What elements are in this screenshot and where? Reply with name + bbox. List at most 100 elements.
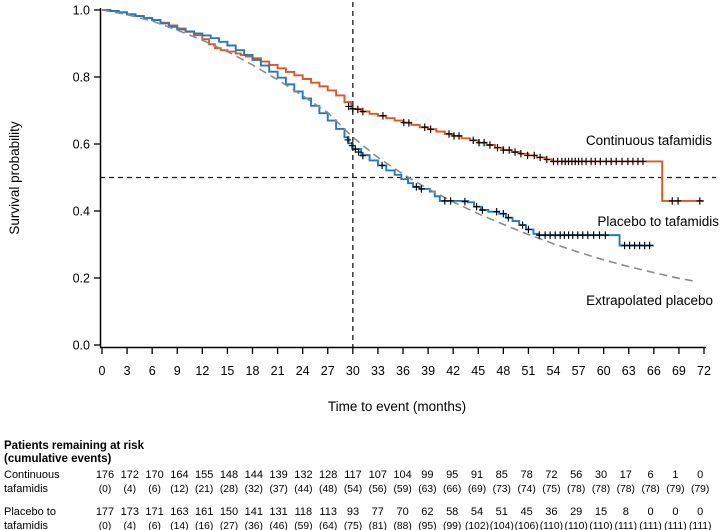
- cumulative-events-count: (21): [195, 484, 213, 495]
- x-tick-label: 21: [271, 364, 285, 378]
- curve-label-extrapolated-placebo: Extrapolated placebo: [586, 293, 713, 308]
- at-risk-count: 118: [295, 506, 313, 518]
- curve-label-placebo-to-tafamidis: Placebo to tafamidis: [597, 214, 719, 229]
- at-risk-count: 117: [344, 469, 362, 481]
- risk-row-continuous-label-line1: Continuous: [4, 469, 60, 481]
- cumulative-events-count: (32): [245, 484, 263, 495]
- cumulative-events-count: (75): [542, 484, 560, 495]
- censor-mark: [461, 197, 469, 206]
- censor-mark: [646, 241, 653, 250]
- censor-mark: [511, 148, 519, 156]
- at-risk-count: 164: [170, 469, 188, 481]
- cumulative-events-count: (4): [124, 521, 137, 530]
- censor-mark: [355, 148, 362, 156]
- censor-mark: [354, 105, 362, 114]
- x-tick-label: 45: [471, 364, 485, 378]
- cumulative-events-count: (27): [220, 521, 238, 530]
- cumulative-events-count: (66): [443, 484, 461, 495]
- x-tick-label: 6: [149, 364, 156, 378]
- at-risk-count: 78: [520, 469, 532, 481]
- cumulative-events-count: (54): [344, 484, 362, 495]
- at-risk-count: 54: [471, 506, 483, 518]
- censor-mark: [348, 141, 356, 150]
- at-risk-count: 8: [623, 506, 629, 518]
- x-tick-label: 9: [174, 364, 181, 378]
- at-risk-count: 170: [145, 469, 163, 481]
- y-tick-label: 1.0: [73, 3, 90, 17]
- censor-mark: [674, 197, 682, 205]
- at-risk-count: 17: [620, 469, 632, 481]
- y-tick-label: 0.2: [73, 271, 90, 285]
- censor-mark: [480, 138, 488, 147]
- y-tick-label: 0.6: [73, 137, 90, 151]
- cumulative-events-count: (78): [592, 484, 610, 495]
- y-axis-title: Survival probability: [7, 121, 22, 235]
- at-risk-count: 91: [471, 469, 483, 481]
- at-risk-count: 0: [648, 506, 654, 518]
- censor-mark: [696, 197, 704, 205]
- censor-mark: [479, 206, 486, 214]
- at-risk-count: 161: [195, 506, 213, 518]
- cumulative-events-count: (111): [639, 521, 662, 530]
- at-risk-count: 58: [446, 506, 458, 518]
- curve-continuous-tafamidis: [102, 9, 704, 202]
- censor-mark: [473, 202, 480, 211]
- censor-mark: [469, 136, 477, 145]
- censor-mark: [500, 209, 507, 218]
- at-risk-count: 6: [648, 469, 654, 481]
- at-risk-count: 51: [496, 506, 508, 518]
- x-tick-label: 3: [124, 364, 131, 378]
- at-risk-count: 132: [294, 469, 312, 481]
- censor-mark: [344, 136, 352, 144]
- censor-mark: [493, 207, 500, 216]
- risk-row-placebo-label-line1: Placebo to: [4, 506, 56, 518]
- censor-mark: [517, 150, 525, 158]
- cumulative-events-count: (110): [540, 521, 563, 530]
- x-tick-label: 48: [496, 364, 510, 378]
- at-risk-count: 113: [319, 506, 337, 518]
- cumulative-events-count: (78): [617, 484, 635, 495]
- risk-table-header-line1: Patients remaining at risk: [4, 440, 145, 452]
- x-tick-label: 0: [99, 364, 106, 378]
- censor-mark: [596, 231, 603, 239]
- cumulative-events-count: (48): [319, 484, 337, 495]
- censor-mark: [524, 151, 531, 160]
- censor-mark: [455, 132, 463, 140]
- at-risk-count: 155: [195, 469, 213, 481]
- cumulative-events-count: (36): [245, 521, 263, 530]
- x-tick-label: 63: [622, 364, 636, 378]
- at-risk-count: 173: [121, 506, 139, 518]
- censor-mark: [413, 183, 420, 191]
- cumulative-events-count: (102): [465, 521, 489, 530]
- cumulative-events-count: (95): [418, 521, 436, 530]
- risk-table-header-line2: (cumulative events): [4, 453, 112, 465]
- x-tick-label: 24: [296, 364, 310, 378]
- cumulative-events-count: (59): [294, 521, 312, 530]
- x-tick-label: 27: [321, 364, 335, 378]
- cumulative-events-count: (16): [195, 521, 213, 530]
- at-risk-count: 107: [369, 469, 387, 481]
- at-risk-count: 36: [545, 506, 557, 518]
- cumulative-events-count: (59): [393, 484, 411, 495]
- censor-mark: [668, 197, 676, 205]
- cumulative-events-count: (56): [369, 484, 387, 495]
- censor-mark: [618, 157, 626, 166]
- censor-marks: [344, 102, 704, 250]
- cumulative-events-count: (14): [170, 521, 188, 530]
- cumulative-events-count: (73): [493, 484, 511, 495]
- x-axis-ticks: 0 3 6 9 12 15 18 21 24 27 30 33 36 39 42 45 48 51 54 57 60 63…: [99, 347, 711, 378]
- risk-row-continuous-label-line2: tafamidis: [4, 483, 49, 495]
- censor-mark: [421, 123, 429, 131]
- at-risk-count: 85: [496, 469, 508, 481]
- censor-mark: [584, 231, 592, 239]
- x-tick-label: 51: [521, 364, 535, 378]
- cumulative-events-count: (110): [589, 521, 612, 530]
- cumulative-events-count: (79): [691, 484, 709, 495]
- x-tick-label: 15: [220, 364, 234, 378]
- x-tick-label: 36: [396, 364, 410, 378]
- at-risk-count: 163: [170, 506, 188, 518]
- cumulative-events-count: (88): [393, 521, 411, 530]
- censor-mark: [486, 141, 494, 149]
- x-tick-label: 42: [446, 364, 460, 378]
- at-risk-count: 30: [595, 469, 607, 481]
